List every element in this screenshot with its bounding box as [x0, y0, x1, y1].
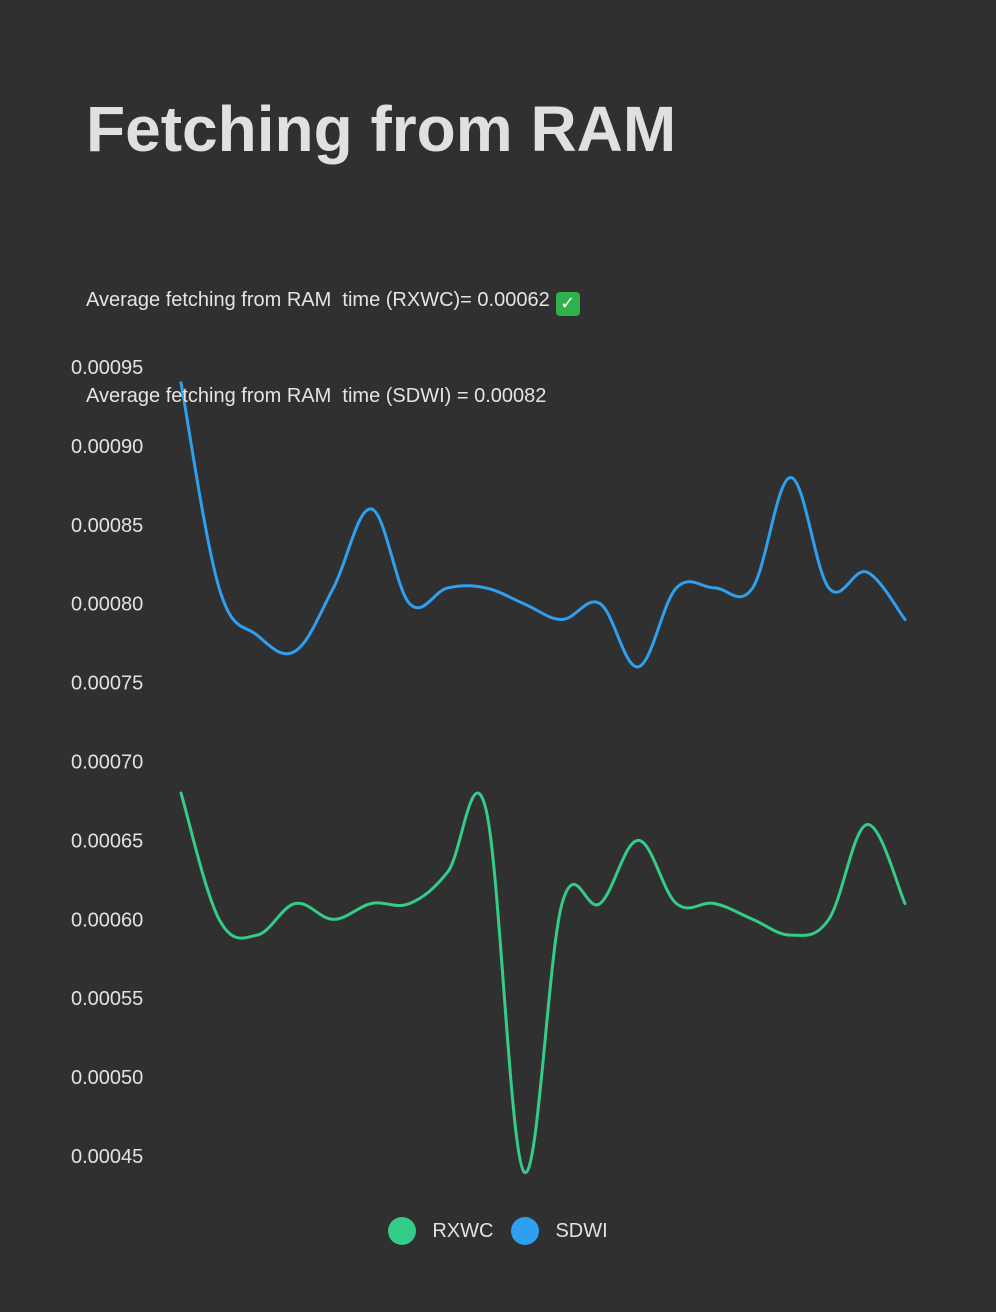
summary-line-sdwi: Average fetching from RAM time (SDWI) = … — [86, 385, 547, 407]
y-tick-label: 0.00080 — [71, 594, 143, 616]
summary-line-rxwc: Average fetching from RAM time (RXWC)= 0… — [86, 284, 580, 316]
legend-item-sdwi[interactable]: SDWI — [511, 1217, 608, 1245]
check-mark-icon: ✓ — [555, 292, 580, 316]
chart-legend: RXWC SDWI — [0, 1214, 996, 1248]
series-line-sdwi[interactable] — [179, 381, 907, 669]
y-tick-label: 0.00055 — [71, 988, 143, 1010]
legend-dot-rxwc-icon — [388, 1217, 417, 1245]
y-tick-label: 0.00095 — [71, 357, 143, 379]
series-lines — [179, 381, 907, 1174]
y-tick-label: 0.00090 — [71, 436, 143, 458]
legend-label-rxwc: RXWC — [432, 1219, 494, 1242]
y-tick-label: 0.00050 — [71, 1067, 143, 1089]
y-tick-label: 0.00045 — [71, 1146, 143, 1168]
y-tick-label: 0.00085 — [71, 515, 143, 537]
y-tick-label: 0.00060 — [71, 909, 143, 931]
summary-block: Average fetching from RAM time (RXWC)= 0… — [86, 220, 580, 444]
series-line-rxwc[interactable] — [179, 791, 907, 1174]
y-tick-label: 0.00070 — [71, 752, 143, 774]
y-tick-label: 0.00065 — [71, 830, 143, 852]
y-tick-label: 0.00075 — [71, 673, 143, 695]
legend-dot-sdwi-icon — [511, 1217, 540, 1245]
y-axis-tick-labels: 0.00095 0.00090 0.00085 0.00080 0.00075 0.000… — [71, 357, 143, 1168]
legend-label-sdwi: SDWI — [555, 1219, 608, 1242]
summary-rxwc-text: Average fetching from RAM time (RXWC)= 0… — [86, 289, 550, 311]
legend-item-rxwc[interactable]: RXWC — [388, 1217, 493, 1245]
chart-title: Fetching from RAM — [86, 93, 677, 165]
